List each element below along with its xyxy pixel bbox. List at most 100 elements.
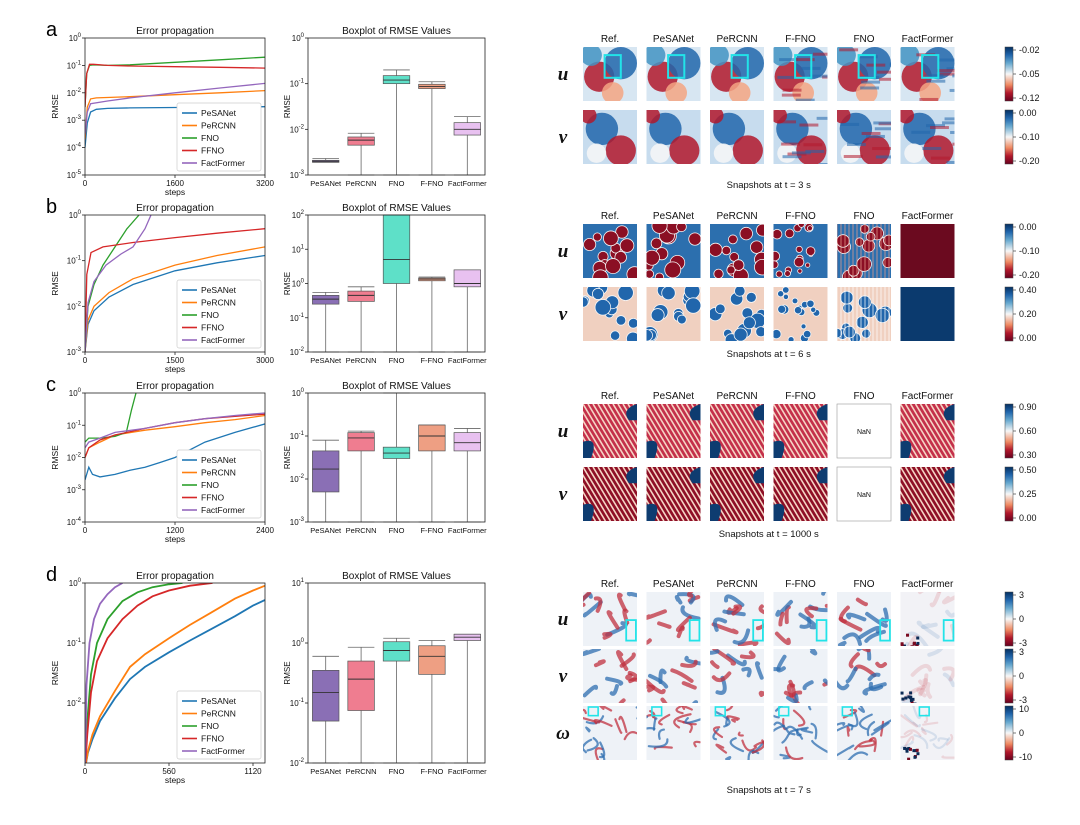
box-F-FNO xyxy=(418,424,446,523)
row-variable: u xyxy=(558,421,569,442)
field-corner xyxy=(646,503,658,521)
field-streak xyxy=(950,130,955,134)
field-vortex xyxy=(916,620,940,639)
column-header: PeRCNN xyxy=(716,579,757,590)
field-spot xyxy=(734,287,746,297)
nan-label: NaN xyxy=(857,492,871,499)
iqr-box xyxy=(418,645,446,675)
field-vortex xyxy=(903,714,921,728)
field-stripe xyxy=(929,404,955,446)
field-vortex xyxy=(845,612,867,622)
field-vortex xyxy=(845,666,858,684)
field-vortex xyxy=(712,726,724,739)
field-corner xyxy=(583,440,594,458)
snapshot-caption: Snapshots at t = 1000 s xyxy=(719,529,819,540)
field-stripe xyxy=(583,482,607,521)
field-streak xyxy=(944,117,955,121)
field-corner xyxy=(816,404,828,421)
yaxis-label: RMSE xyxy=(283,95,292,118)
field-streak xyxy=(919,97,939,101)
field-streak xyxy=(874,127,891,131)
field-vortex xyxy=(866,720,876,737)
xtick-label: 1600 xyxy=(166,179,184,188)
field-noise xyxy=(911,697,915,701)
field-vortex xyxy=(837,744,855,757)
snapshot-tile xyxy=(900,706,955,760)
ytick-label: 10-1 xyxy=(67,420,82,430)
field-corner xyxy=(943,467,955,484)
field-vortex xyxy=(920,728,938,742)
line-chart: Error propagation 10-2 10-1 100 0 560 1120 step… xyxy=(50,571,266,785)
field-spot xyxy=(583,296,589,308)
field-spot xyxy=(610,330,621,341)
ytick-label: 10-1 xyxy=(67,638,82,648)
snapshot-tile xyxy=(837,224,891,278)
colorbar-tick-label: -0.05 xyxy=(1019,69,1040,79)
field-streak xyxy=(782,155,802,159)
plot-frame xyxy=(84,582,266,764)
field-vortex xyxy=(658,713,671,726)
iqr-box xyxy=(382,214,411,284)
field-blob xyxy=(650,143,670,163)
field-vortex xyxy=(900,641,910,646)
field-stripe xyxy=(919,404,954,458)
field-blob xyxy=(605,135,636,164)
ytick-label: 10-3 xyxy=(290,517,305,527)
highlight-box xyxy=(730,54,749,79)
field-blob xyxy=(837,47,856,66)
field-vortex xyxy=(754,661,764,680)
field-spot xyxy=(855,315,869,329)
box-F-FNO xyxy=(418,640,446,764)
field-streak xyxy=(866,63,886,67)
field-spot xyxy=(784,228,795,239)
field-streak xyxy=(924,74,944,78)
ytick-label: 10-4 xyxy=(67,143,82,153)
box-FactFormer xyxy=(453,428,481,523)
field-stripe xyxy=(710,419,734,458)
field-stripe xyxy=(734,467,764,517)
field-stripe xyxy=(900,482,924,521)
box-F-FNO xyxy=(418,276,446,353)
field-vortex xyxy=(821,592,827,596)
field-vortex xyxy=(900,714,918,728)
field-spot xyxy=(592,232,602,242)
field-blob xyxy=(710,110,724,124)
field-stripe xyxy=(617,467,637,501)
field-streak xyxy=(872,147,891,151)
snapshot-tile xyxy=(710,287,764,341)
field-vortex xyxy=(600,752,606,760)
field-vortex xyxy=(614,718,623,734)
field-streak xyxy=(816,116,828,120)
field-noise xyxy=(910,701,914,703)
field-vortex xyxy=(781,733,790,744)
field-vortex xyxy=(925,682,933,699)
field-vortex xyxy=(647,738,669,748)
legend-label-PeRCNN: PeRCNN xyxy=(201,468,236,478)
field-stripe xyxy=(787,404,822,458)
field-vortex xyxy=(932,737,951,750)
field-spot xyxy=(721,245,732,256)
ytick-label: 10-1 xyxy=(290,431,305,441)
field-vortex xyxy=(729,737,745,753)
field-streak xyxy=(805,149,825,153)
legend-label-FFNO: FFNO xyxy=(201,323,225,333)
box-FNO xyxy=(382,392,411,523)
field-spot xyxy=(742,316,756,330)
yaxis-label: RMSE xyxy=(283,446,292,469)
field-stripe xyxy=(650,467,685,521)
category-label: F-FNO xyxy=(420,767,443,776)
field-streak xyxy=(843,154,863,158)
field-vortex xyxy=(710,660,720,670)
field-streak xyxy=(876,70,891,74)
box-chart: Boxplot of RMSE Values PeSANet PeRCNN FNO F-… xyxy=(283,203,487,365)
field-vortex xyxy=(602,631,613,640)
line-chart: Error propagation 10-4 10-3 10-2 10-1 100 0 120… xyxy=(50,381,274,544)
field-vortex xyxy=(714,710,731,728)
field-corner xyxy=(646,440,658,458)
ytick-label: 10-2 xyxy=(290,758,305,768)
colorbar-tick-label: -0.10 xyxy=(1019,132,1040,142)
box-chart: Boxplot of RMSE Values PeSANet PeRCNN FNO F-… xyxy=(283,26,487,188)
series-line-FNO xyxy=(85,393,137,443)
box-FNO xyxy=(382,637,411,764)
field-corner xyxy=(710,440,721,458)
